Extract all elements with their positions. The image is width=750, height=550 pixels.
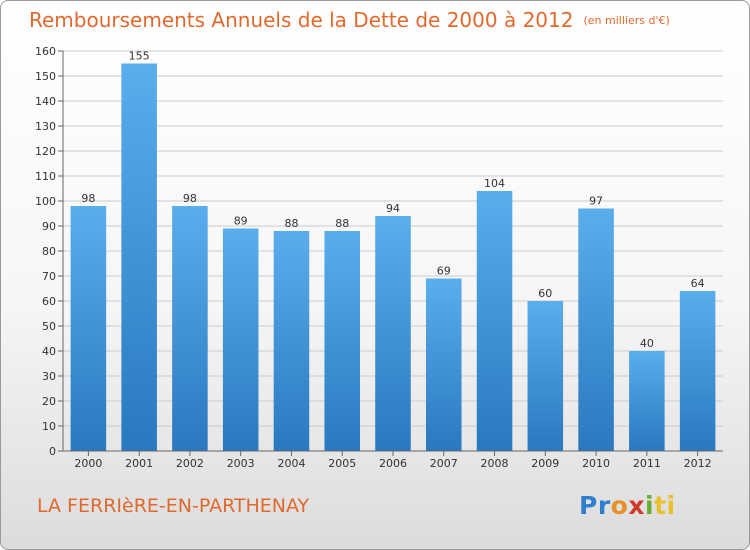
y-tick-label: 110 [35,170,56,183]
logo-part-3: x [628,491,645,520]
x-tick-label: 2003 [227,457,255,470]
bar [629,351,665,451]
y-tick-label: 50 [42,320,56,333]
bar [172,206,208,451]
x-tick-label: 2012 [684,457,712,470]
y-tick-label: 90 [42,220,56,233]
logo-part-1: Pr [579,491,611,520]
x-tick-label: 2000 [74,457,102,470]
y-tick-label: 160 [35,45,56,58]
bar [324,231,360,451]
bar [222,228,259,451]
bar-value-label: 88 [335,217,349,230]
y-tick-label: 40 [42,345,56,358]
bar-value-label: 94 [386,202,400,215]
y-tick-label: 150 [35,70,56,83]
x-tick-label: 2008 [481,457,509,470]
bar-value-label: 89 [234,215,248,228]
y-tick-label: 70 [42,270,56,283]
y-tick-label: 120 [35,145,56,158]
y-tick-label: 60 [42,295,56,308]
bar [426,278,462,451]
y-tick-label: 20 [42,395,56,408]
chart-unit-note: (en milliers d'€) [583,14,670,27]
bar-value-label: 98 [81,192,95,205]
chart-title: Remboursements Annuels de la Dette de 20… [29,8,670,32]
bar [578,208,614,451]
y-tick-label: 10 [42,420,56,433]
x-tick-label: 2006 [379,457,407,470]
bar-value-label: 60 [538,287,552,300]
y-tick-label: 140 [35,95,56,108]
bar-value-label: 88 [284,217,298,230]
logo-part-2: o [610,491,629,520]
bar-value-label: 155 [129,50,150,63]
bar-value-label: 104 [484,177,505,190]
y-tick-label: 130 [35,120,56,133]
bar [375,216,411,451]
x-tick-label: 2011 [633,457,661,470]
bar-value-label: 64 [691,277,705,290]
bar-value-label: 69 [437,265,451,278]
y-tick-label: 30 [42,370,56,383]
y-tick-label: 100 [35,195,56,208]
logo-part-5: ti [654,491,676,520]
x-tick-label: 2010 [582,457,610,470]
proxiti-logo: Proxiti [579,491,676,520]
bar [273,231,310,451]
x-tick-label: 2009 [531,457,559,470]
x-tick-label: 2005 [328,457,356,470]
y-tick-label: 0 [49,445,56,458]
bar [527,301,564,451]
x-tick-label: 2002 [176,457,204,470]
bar [679,291,716,451]
chart-title-text: Remboursements Annuels de la Dette de 20… [29,8,574,32]
x-tick-label: 2007 [430,457,458,470]
bar [476,191,513,451]
commune-name: LA FERRIèRE-EN-PARTHENAY [37,495,310,517]
bar [70,206,107,451]
logo-part-4: i [644,491,655,520]
bar [121,63,157,451]
bar-value-label: 40 [640,337,654,350]
bar-value-label: 97 [589,195,603,208]
x-tick-label: 2001 [125,457,153,470]
bar-value-label: 98 [183,192,197,205]
x-tick-label: 2004 [277,457,305,470]
y-tick-label: 80 [42,245,56,258]
